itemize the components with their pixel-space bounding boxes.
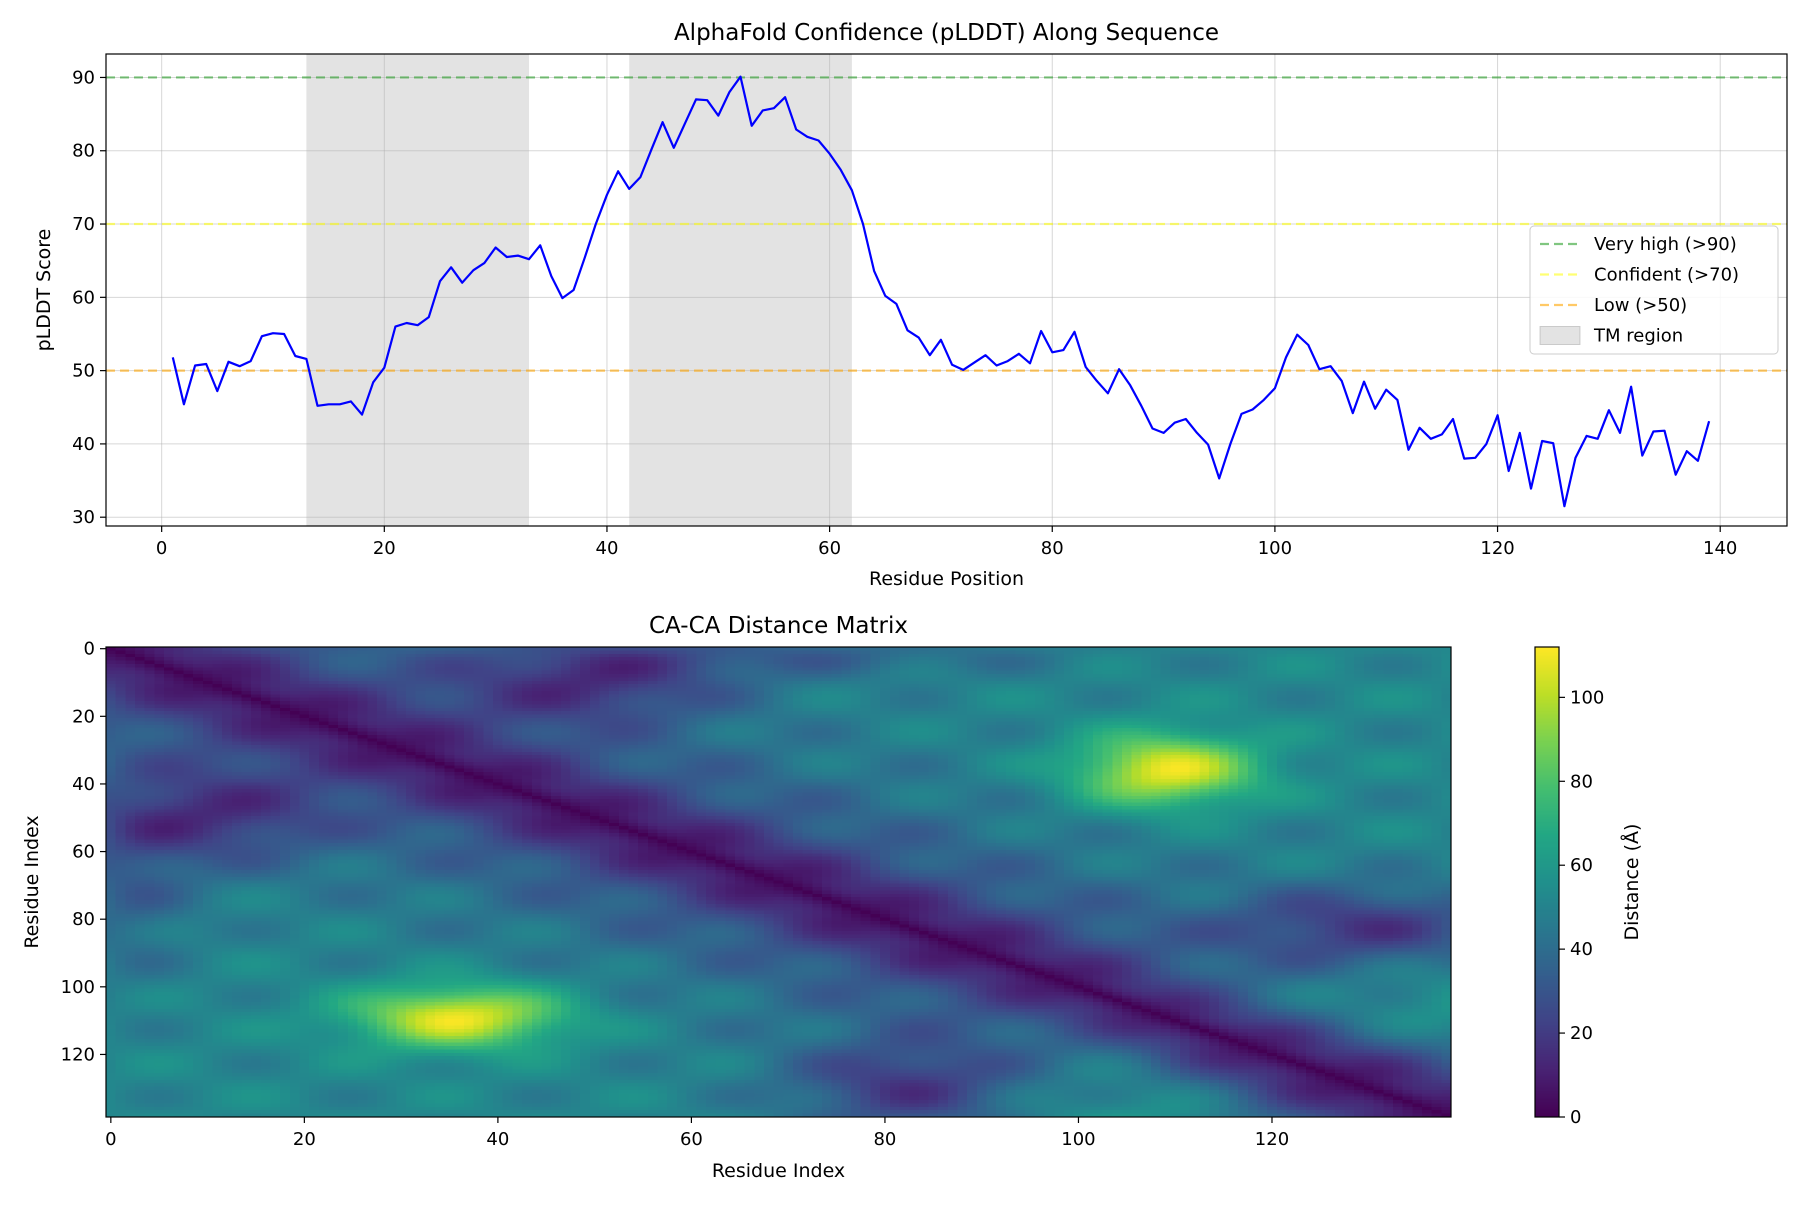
tm-region-band-1 — [306, 54, 530, 526]
heatmap-y-ticks: 0 20 40 60 80 100 120 — [61, 639, 106, 1065]
plddt-x-tick-label-40: 40 — [596, 538, 619, 559]
plddt-y-tick-label-80: 80 — [72, 141, 95, 162]
legend-confident-label: Confident (>70) — [1594, 265, 1739, 286]
colorbar-tick-label-60: 60 — [1570, 855, 1593, 876]
plddt-x-tick-label-120: 120 — [1480, 538, 1514, 559]
plddt-series-line — [171, 75, 1711, 508]
heatmap-y-tick-label-60: 60 — [72, 842, 95, 863]
heatmap-x-tick-label-40: 40 — [486, 1129, 509, 1150]
plddt-x-axis-label: Residue Position — [869, 568, 1024, 590]
heatmap-y-tick-label-0: 0 — [84, 639, 95, 660]
heatmap-x-tick-label-100: 100 — [1061, 1129, 1095, 1150]
heatmap-x-ticks: 0 20 40 60 80 100 120 — [105, 1117, 1289, 1150]
legend-low-label: Low (>50) — [1594, 295, 1687, 316]
heatmap-title: CA-CA Distance Matrix — [649, 613, 908, 639]
colorbar-label: Distance (Å) — [1620, 824, 1643, 941]
colorbar-tick-label-80: 80 — [1570, 771, 1593, 792]
plddt-x-tick-label-100: 100 — [1258, 538, 1292, 559]
legend-very-high-label: Very high (>90) — [1594, 234, 1737, 255]
tm-region-shading — [306, 54, 852, 526]
heatmap-y-tick-label-20: 20 — [72, 706, 95, 727]
plddt-x-tick-label-60: 60 — [818, 538, 841, 559]
heatmap-y-tick-label-40: 40 — [72, 774, 95, 795]
colorbar-tick-label-40: 40 — [1570, 939, 1593, 960]
heatmap-x-axis-label: Residue Index — [712, 1160, 845, 1182]
plddt-axes-frame — [105, 53, 1788, 527]
plddt-y-ticks: 30 40 50 60 70 80 90 — [72, 67, 106, 528]
legend-box — [1529, 225, 1779, 355]
plddt-x-tick-label-0: 0 — [156, 538, 167, 559]
heatmap-y-tick-label-80: 80 — [72, 909, 95, 930]
heatmap-axes-frame — [105, 646, 1452, 1118]
plddt-x-tick-label-140: 140 — [1703, 538, 1737, 559]
colorbar-frame — [1534, 646, 1560, 1118]
colorbar-tick-label-20: 20 — [1570, 1023, 1593, 1044]
distance-matrix-heatmap-holder — [106, 647, 1451, 1117]
colorbar-tick-label-0: 0 — [1570, 1107, 1581, 1128]
heatmap-x-tick-label-0: 0 — [105, 1129, 116, 1150]
plddt-y-tick-label-70: 70 — [72, 214, 95, 235]
threshold-lines — [106, 76, 1787, 372]
heatmap-y-tick-label-120: 120 — [61, 1044, 95, 1065]
heatmap-x-tick-label-60: 60 — [680, 1129, 703, 1150]
heatmap-x-tick-label-120: 120 — [1255, 1129, 1289, 1150]
legend-tm-region-label: TM region — [1593, 326, 1683, 347]
heatmap-x-tick-label-20: 20 — [293, 1129, 316, 1150]
distance-matrix-heatmap — [106, 647, 1451, 1117]
heatmap-y-tick-label-100: 100 — [61, 977, 95, 998]
plddt-x-tick-label-80: 80 — [1041, 538, 1064, 559]
plddt-y-axis-label: pLDDT Score — [33, 229, 55, 352]
plddt-legend: Very high (>90) Confident (>70) Low (>50) T… — [1529, 225, 1779, 355]
colorbar-gradient — [1535, 647, 1559, 1117]
plddt-chart: 0 20 40 60 80 100 120 140 30 40 50 60 70 80 90 AlphaF… — [33, 20, 1788, 590]
heatmap-x-tick-label-80: 80 — [873, 1129, 896, 1150]
colorbar-ticks: 0 20 40 60 80 100 — [1559, 687, 1604, 1128]
distance-matrix-chart: 0 20 40 60 80 100 120 0 20 40 60 80 100 120 CA-CA Di… — [21, 613, 1643, 1182]
colorbar-holder — [1535, 647, 1559, 1117]
plddt-y-tick-label-40: 40 — [72, 434, 95, 455]
colorbar-tick-label-100: 100 — [1570, 687, 1604, 708]
plddt-y-tick-label-50: 50 — [72, 361, 95, 382]
plddt-x-tick-label-20: 20 — [373, 538, 396, 559]
plddt-y-tick-label-30: 30 — [72, 507, 95, 528]
plddt-chart-title: AlphaFold Confidence (pLDDT) Along Seque… — [674, 20, 1219, 46]
legend-tm-region-swatch — [1539, 326, 1581, 345]
heatmap-y-axis-label: Residue Index — [21, 815, 43, 948]
plddt-x-ticks: 0 20 40 60 80 100 120 140 — [156, 526, 1737, 559]
plddt-y-tick-label-60: 60 — [72, 287, 95, 308]
plddt-y-tick-label-90: 90 — [72, 67, 95, 88]
